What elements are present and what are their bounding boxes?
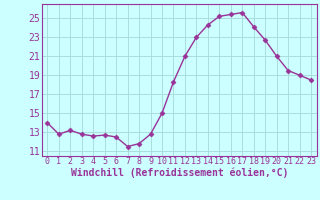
X-axis label: Windchill (Refroidissement éolien,°C): Windchill (Refroidissement éolien,°C) (70, 168, 288, 178)
